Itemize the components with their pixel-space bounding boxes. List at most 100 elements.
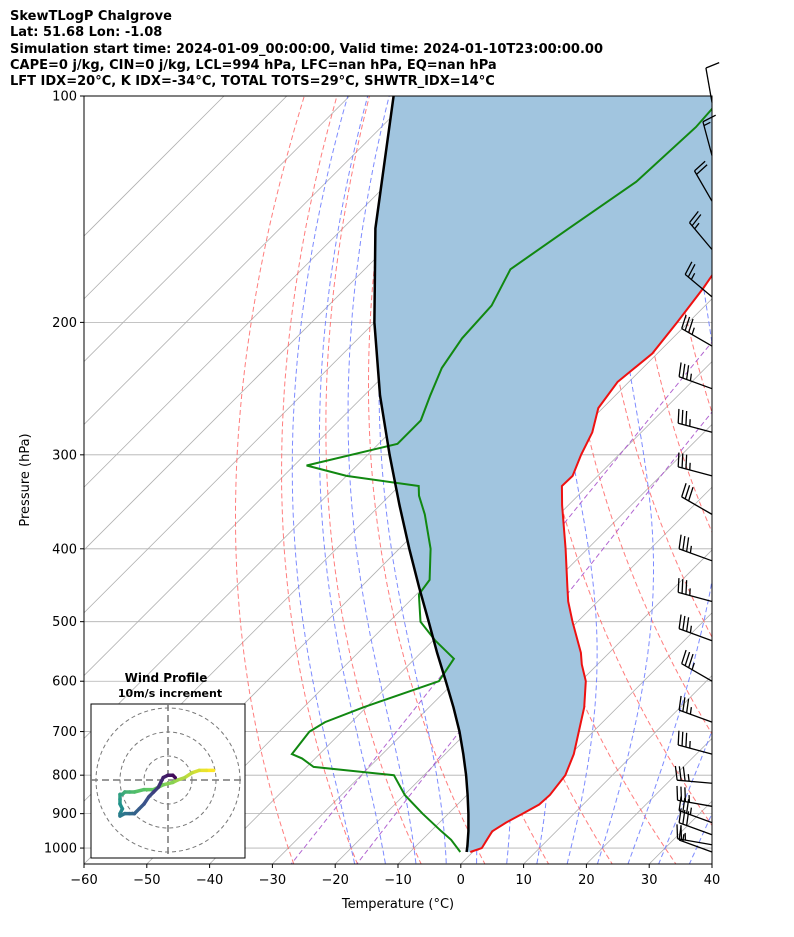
isotherm [84,96,413,425]
isotherm [460,612,712,864]
moist-adiabat [713,96,794,879]
moist-adiabat [347,96,417,864]
barb-half-flag [690,272,696,280]
barb-flag [682,697,686,712]
barb-flag [684,651,691,666]
isotherm [209,361,712,864]
isotherm [84,96,351,363]
barb-staff [677,838,713,846]
barb-flag [680,825,683,840]
moist-adiabat [318,96,386,864]
barb-flag [694,160,706,172]
y-tick-label: 200 [52,316,77,331]
wind-barb [678,614,713,642]
wind-barb [681,483,713,515]
wind-barb [677,452,713,477]
barb-flag [682,363,686,379]
barb-half-flag [691,327,695,335]
barb-staff [684,273,713,298]
x-tick-label: −10 [384,873,411,888]
wind-barb [702,114,716,156]
y-tick-label: 400 [52,542,77,557]
isotherm [84,96,225,237]
barb-staff [705,67,713,103]
temperature-line [469,273,712,853]
x-tick-label: 40 [704,873,721,888]
barb-flag [684,485,691,500]
barb-flag [684,316,691,331]
moist-adiabat [378,96,447,864]
barb-flag [682,797,686,813]
dewpoint-line [290,107,712,853]
y-tick-label: 900 [52,807,77,822]
barb-half-flag [689,707,693,715]
barb-flag [705,62,720,69]
dry-adiabat [760,96,794,879]
cape-cin-shading [374,96,712,852]
x-tick-label: 10 [515,873,532,888]
barb-staff [678,591,713,603]
isotherm [523,675,712,864]
barb-flag [676,785,679,801]
barb-flag [681,579,684,594]
barb-flag [681,409,684,425]
wind-barb [705,62,720,103]
hodograph-plot [91,704,245,858]
wind-barb [676,785,713,807]
hodograph-title: Wind Profile [125,671,208,685]
isotherm [84,96,476,488]
sounding-profiles [290,96,712,853]
barb-flag [678,766,682,781]
dry-adiabat [727,96,794,879]
barb-flag [681,649,687,664]
wind-barb [678,534,713,562]
barb-flag [685,365,690,380]
y-tick-label: 700 [52,725,77,740]
y-tick-label: 100 [52,90,77,105]
wind-barb [684,261,713,298]
barb-staff [678,628,713,642]
barb-staff [702,121,713,156]
barb-flag [678,534,682,549]
moist-adiabat [627,96,712,864]
simulation-times: Simulation start time: 2024-01-09_00:00:… [10,41,603,57]
dry-adiabat [325,96,422,864]
chart-header: SkewTLogP Chalgrove Lat: 51.68 Lon: -1.0… [10,9,603,90]
barb-flag [680,786,683,801]
barb-staff [678,744,713,755]
barb-flag [678,362,682,377]
wind-barb [678,695,713,723]
y-axis-label: Pressure (hPa) [18,433,33,526]
x-tick-label: 20 [578,873,595,888]
dry-adiabat [235,96,305,864]
barb-flag [687,653,694,668]
barb-flag [676,824,679,839]
barb-flag [677,408,680,424]
barb-flag [681,731,684,747]
parcel-line [373,96,470,853]
y-tick-label: 300 [52,448,77,463]
x-tick-label: −50 [133,873,160,888]
barb-flag [702,114,716,123]
barb-staff [678,709,713,723]
barb-flag [685,410,688,426]
barb-flag [685,454,688,469]
hodograph-inset: Wind Profile 10m/s increment [90,671,246,859]
barb-staff [678,376,713,390]
dry-adiabat [368,96,486,864]
barb-flag [678,614,682,629]
barb-half-flag [691,662,695,670]
y-tick-label: 600 [52,675,77,690]
barb-flag [685,580,688,595]
barb-staff [678,548,713,562]
barb-flag [685,537,690,552]
wind-barb [681,314,713,347]
axis-ticks: −60 −50 −40 −30 −20 −10 0 10 20 30 40 1000 900 800 700… [44,90,720,889]
barb-flag [677,452,680,467]
isotherm [334,486,712,864]
barb-half-flag [703,121,711,127]
moist-adiabat [688,812,712,864]
moist-adiabat [658,729,712,864]
barb-flag [684,261,693,275]
